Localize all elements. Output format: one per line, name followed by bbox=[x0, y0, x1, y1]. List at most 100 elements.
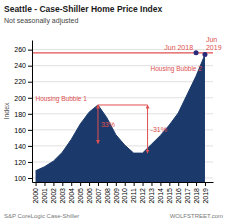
x-tick-label: 2005 bbox=[77, 188, 84, 204]
y-tick-label: 240 bbox=[14, 62, 26, 69]
x-tick: 2004 bbox=[68, 182, 75, 204]
x-tick-label: 2006 bbox=[86, 188, 93, 204]
point-label-line: Jun bbox=[206, 36, 217, 43]
x-tick-mark bbox=[178, 182, 179, 186]
grid-line bbox=[32, 81, 213, 82]
y-axis: 100 120 140 160 180 200 220 240 260 bbox=[14, 41, 32, 183]
range-arrow bbox=[147, 105, 148, 153]
x-tick-label: 2004 bbox=[68, 188, 75, 204]
x-tick-mark bbox=[196, 182, 197, 186]
point-label: Jun2019 bbox=[206, 36, 222, 51]
y-tick-mark bbox=[28, 50, 32, 51]
point-label: Jun 2018 bbox=[164, 44, 193, 51]
y-tick: 200 bbox=[14, 95, 32, 102]
y-tick-label: 200 bbox=[14, 95, 26, 102]
range-connector bbox=[98, 104, 148, 105]
range-label: -31% bbox=[151, 126, 167, 133]
point-label-line: Jun 2018 bbox=[164, 44, 193, 51]
x-tick-mark bbox=[160, 182, 161, 186]
x-axis: 2000200120022003200420052006200720082009… bbox=[32, 182, 213, 204]
hline bbox=[32, 52, 213, 53]
x-tick: 2018 bbox=[193, 182, 200, 204]
x-tick: 2002 bbox=[50, 182, 57, 204]
x-tick: 2008 bbox=[104, 182, 111, 204]
point bbox=[194, 50, 199, 55]
x-tick-label: 2019 bbox=[202, 188, 209, 204]
x-tick-label: 2013 bbox=[148, 188, 155, 204]
x-tick: 2007 bbox=[95, 182, 102, 204]
annotation: Housing Bubble 2 bbox=[151, 65, 203, 73]
y-tick-mark bbox=[28, 162, 32, 163]
x-tick-label: 2016 bbox=[175, 188, 182, 204]
y-tick: 260 bbox=[14, 46, 32, 53]
x-tick-label: 2015 bbox=[166, 188, 173, 204]
source: WOLFSTREET.com bbox=[170, 213, 223, 219]
x-tick: 2015 bbox=[166, 182, 173, 204]
x-tick-mark bbox=[187, 182, 188, 186]
x-tick-label: 2007 bbox=[95, 188, 102, 204]
y-tick: 180 bbox=[14, 111, 32, 118]
x-tick-mark bbox=[71, 182, 72, 186]
y-tick: 240 bbox=[14, 62, 32, 69]
x-tick: 2016 bbox=[175, 182, 182, 204]
x-tick-label: 2014 bbox=[157, 188, 164, 204]
y-tick-label: 100 bbox=[14, 175, 26, 182]
x-tick: 2003 bbox=[59, 182, 66, 204]
area-line bbox=[36, 54, 205, 170]
marks bbox=[32, 50, 213, 182]
range-label: 33% bbox=[101, 121, 115, 128]
x-tick: 2017 bbox=[184, 182, 191, 204]
subtitle: Not seasonally adjusted bbox=[4, 17, 78, 25]
x-tick-mark bbox=[107, 182, 108, 186]
x-tick-mark bbox=[116, 182, 117, 186]
y-tick: 140 bbox=[14, 143, 32, 150]
point-label-line: 2019 bbox=[206, 44, 222, 51]
x-tick: 2014 bbox=[157, 182, 164, 204]
x-tick-label: 2002 bbox=[50, 188, 57, 204]
y-tick-label: 160 bbox=[14, 127, 26, 134]
x-tick-label: 2012 bbox=[139, 188, 146, 204]
x-tick-label: 2001 bbox=[41, 188, 48, 204]
y-tick: 120 bbox=[14, 159, 32, 166]
y-tick-mark bbox=[28, 66, 32, 67]
y-tick-label: 260 bbox=[14, 46, 26, 53]
x-tick-label: 2010 bbox=[121, 188, 128, 204]
x-tick-label: 2008 bbox=[104, 188, 111, 204]
x-tick-mark bbox=[125, 182, 126, 186]
annotation: Housing Bubble 1 bbox=[36, 95, 88, 103]
x-tick: 2006 bbox=[86, 182, 93, 204]
x-tick: 2011 bbox=[130, 182, 137, 203]
x-tick-mark bbox=[151, 182, 152, 186]
y-tick-mark bbox=[28, 130, 32, 131]
title: Seattle - Case-Shiller Home Price Index bbox=[4, 4, 163, 14]
y-tick: 100 bbox=[14, 175, 32, 182]
y-tick-label: 220 bbox=[14, 78, 26, 85]
y-tick-label: 120 bbox=[14, 159, 26, 166]
area bbox=[36, 54, 205, 182]
x-tick-label: 2009 bbox=[113, 188, 120, 204]
x-tick-mark bbox=[143, 182, 144, 186]
x-tick: 2001 bbox=[41, 182, 48, 204]
x-tick-mark bbox=[205, 182, 206, 186]
y-tick-mark bbox=[28, 146, 32, 147]
x-tick: 2010 bbox=[121, 182, 128, 204]
x-tick: 2009 bbox=[113, 182, 120, 204]
y-tick: 160 bbox=[14, 127, 32, 134]
x-axis-line bbox=[33, 182, 214, 183]
y-tick-label: 140 bbox=[14, 143, 26, 150]
x-tick-mark bbox=[36, 182, 37, 186]
y-axis-title: Index bbox=[3, 102, 10, 120]
x-tick-mark bbox=[80, 182, 81, 186]
x-tick-label: 2018 bbox=[193, 188, 200, 204]
x-tick: 2012 bbox=[139, 182, 146, 204]
x-tick-label: 2017 bbox=[184, 188, 191, 204]
chart: 2000200120022003200420052006200720082009… bbox=[0, 0, 227, 222]
y-axis-line bbox=[32, 41, 33, 183]
x-tick-label: 2011 bbox=[130, 188, 137, 203]
x-tick: 2013 bbox=[148, 182, 155, 204]
y-tick-label: 180 bbox=[14, 111, 26, 118]
x-tick-mark bbox=[134, 182, 135, 186]
source: S&P CoreLogic Case-Shiller bbox=[4, 213, 79, 219]
x-tick-mark bbox=[53, 182, 54, 186]
y-tick-mark bbox=[28, 114, 32, 115]
